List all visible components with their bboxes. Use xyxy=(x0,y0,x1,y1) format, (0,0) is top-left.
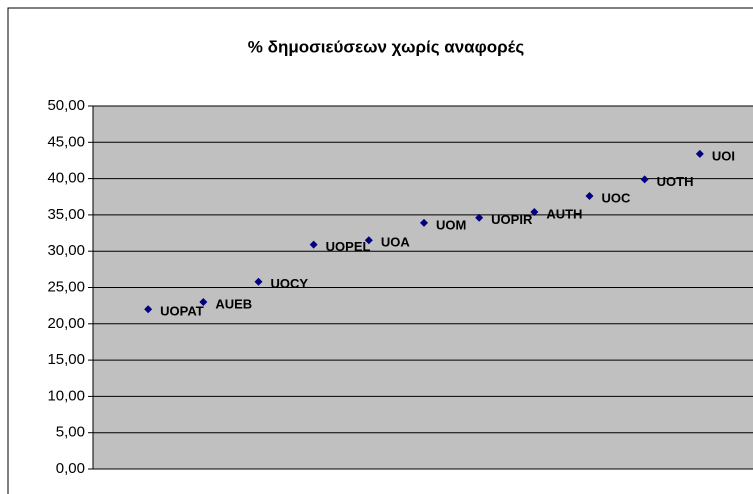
y-tick-label: 45,00 xyxy=(47,133,85,150)
point xyxy=(530,207,539,216)
y-tick-label: 0,00 xyxy=(56,460,85,477)
chart-border xyxy=(7,7,753,494)
chart-title: % δημοσιεύσεων χωρίς αναφορές xyxy=(248,37,525,56)
y-tick-label: 10,00 xyxy=(47,387,85,404)
point-label: UOCY xyxy=(271,276,309,291)
point xyxy=(695,149,704,158)
point-label: UOA xyxy=(381,235,411,250)
point-label: UOPIR xyxy=(491,212,533,227)
y-tick-label: 35,00 xyxy=(47,206,85,223)
y-tick-label: 20,00 xyxy=(47,315,85,332)
y-tick-label: 15,00 xyxy=(47,351,85,368)
y-tick-label: 30,00 xyxy=(47,242,85,259)
y-tick-label: 50,00 xyxy=(47,97,85,114)
point xyxy=(640,175,649,184)
point-label: UOC xyxy=(602,190,632,205)
point-label: UOI xyxy=(712,148,735,163)
point xyxy=(199,298,208,307)
point-label: UOM xyxy=(436,217,466,232)
point-label: AUTH xyxy=(546,206,582,221)
point xyxy=(254,277,263,286)
point-label: AUEB xyxy=(215,296,252,311)
point xyxy=(420,218,428,227)
point xyxy=(585,192,594,201)
point-label: UOPEL xyxy=(326,239,371,254)
y-tick-label: 40,00 xyxy=(47,170,85,187)
point xyxy=(475,213,484,222)
point xyxy=(309,240,318,249)
y-tick-label: 5,00 xyxy=(56,424,85,441)
point-label: UOPAT xyxy=(160,304,204,319)
y-tick-label: 25,00 xyxy=(47,278,85,295)
point xyxy=(144,305,153,314)
point xyxy=(364,236,373,245)
point-label: UOTH xyxy=(657,174,694,189)
